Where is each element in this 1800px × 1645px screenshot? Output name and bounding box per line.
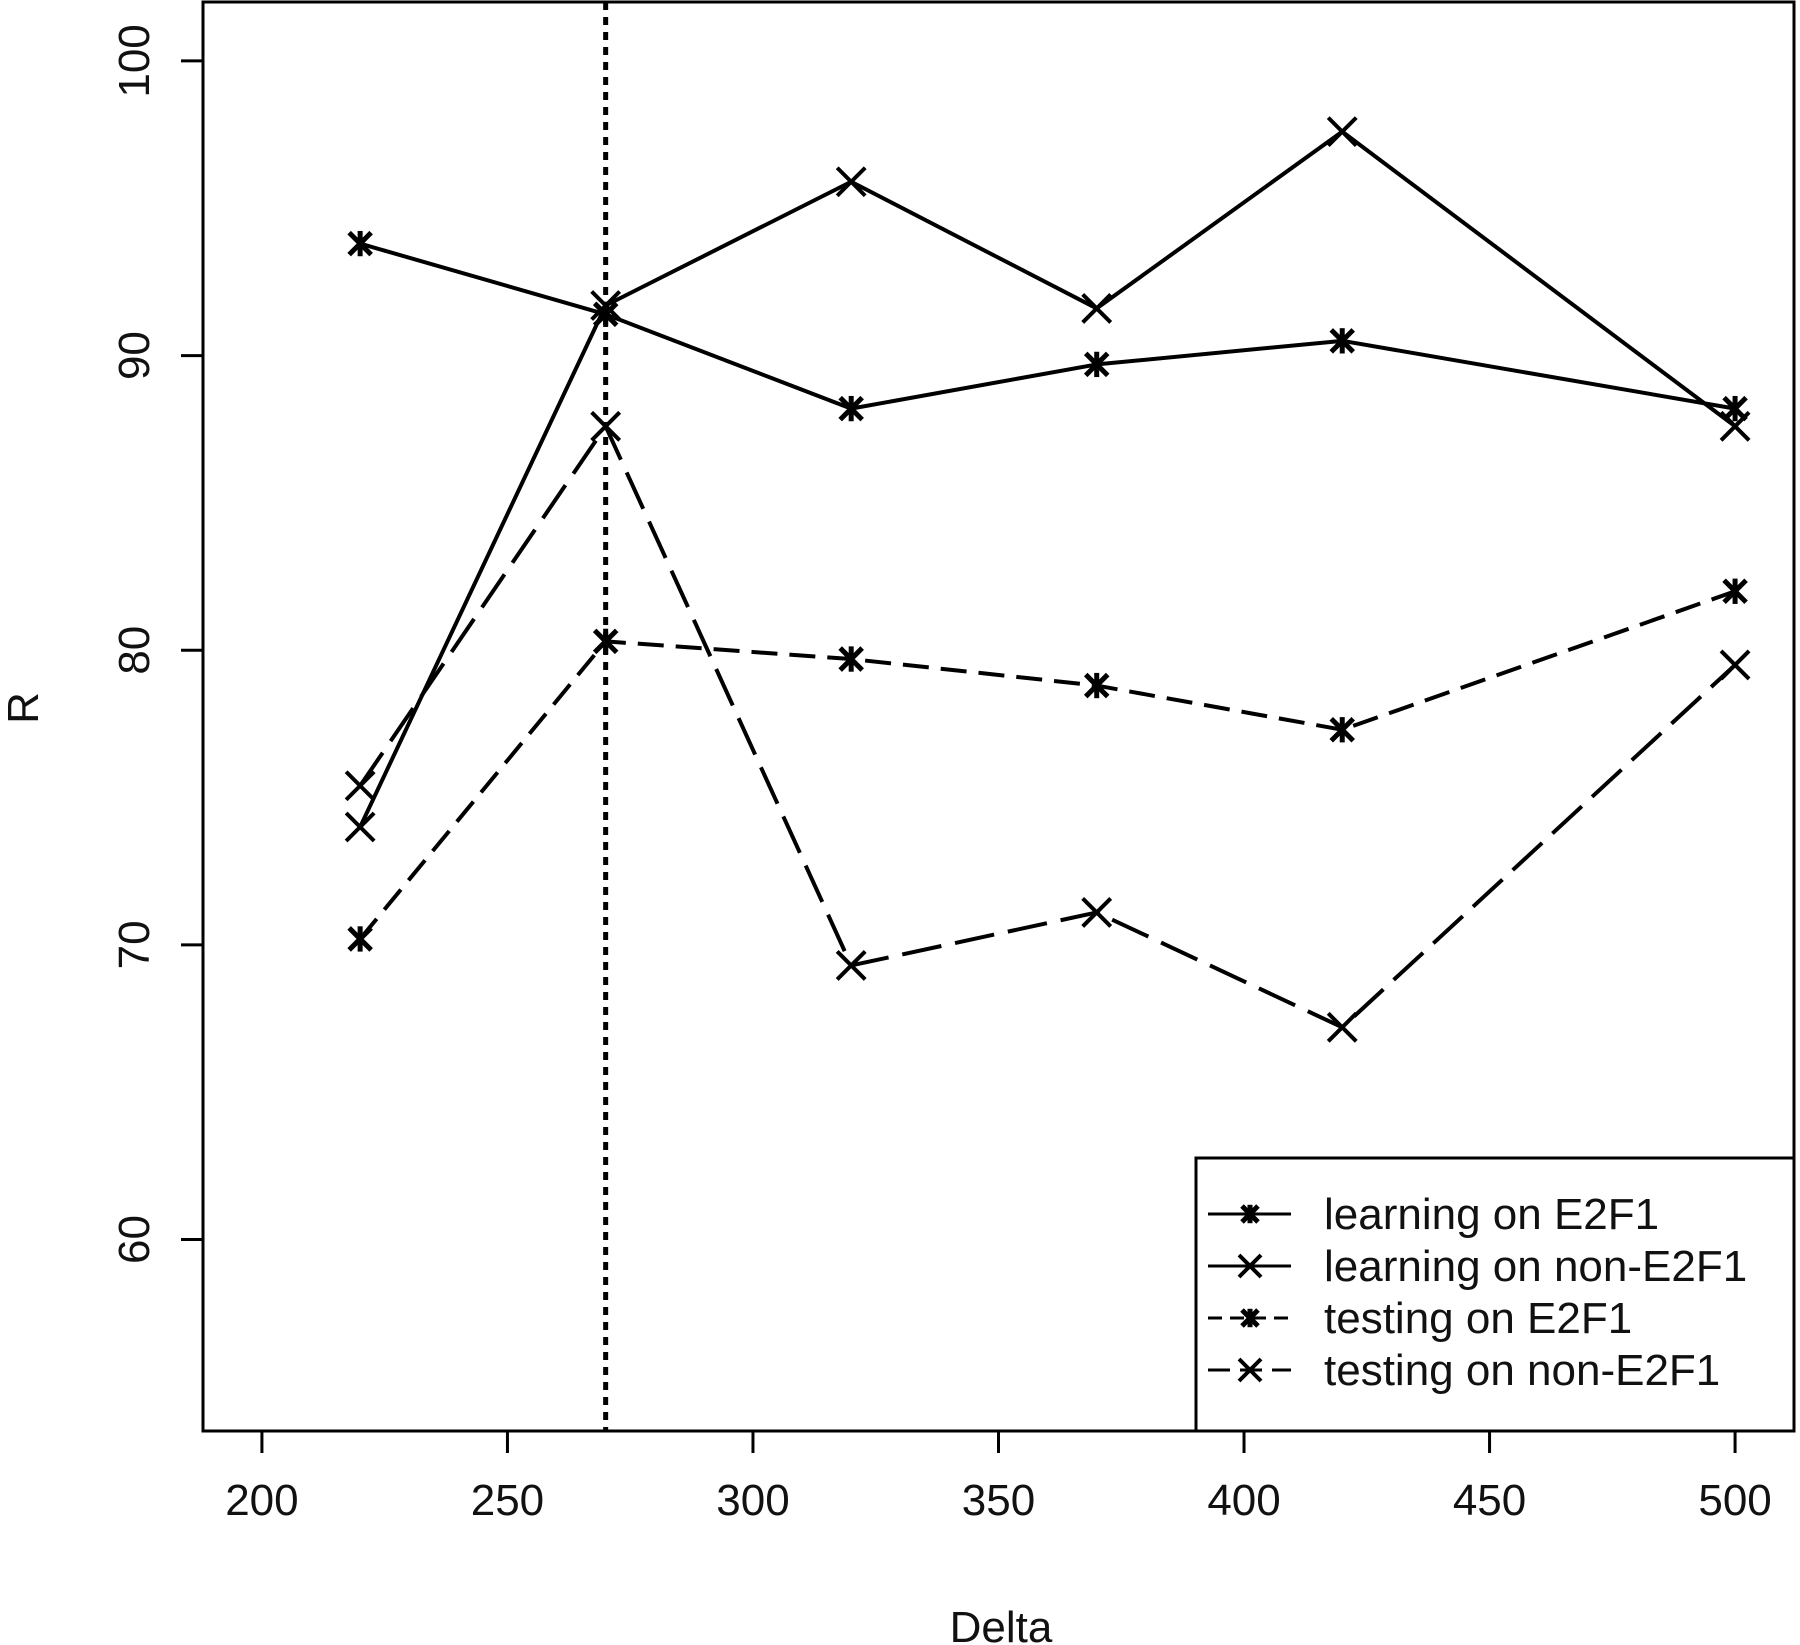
asterisk-marker <box>592 628 619 655</box>
cross-marker <box>1719 649 1751 681</box>
cross-marker <box>1326 116 1358 148</box>
cross-marker <box>590 290 622 321</box>
asterisk-marker <box>1240 1204 1260 1224</box>
asterisk-marker <box>347 926 373 952</box>
x-tick-label: 500 <box>1698 1476 1771 1525</box>
asterisk-marker <box>1722 578 1748 605</box>
series-line-3 <box>358 589 1736 941</box>
cross-marker <box>590 410 622 442</box>
y-tick-label: 100 <box>110 24 159 97</box>
y-tick-label: 70 <box>110 920 159 969</box>
asterisk-marker <box>838 646 864 672</box>
asterisk-marker <box>838 395 864 422</box>
asterisk-marker <box>347 230 373 257</box>
cross-marker <box>1081 897 1113 928</box>
x-tick-label: 350 <box>962 1476 1035 1525</box>
cross-marker <box>1081 293 1113 324</box>
cross-marker <box>1719 410 1751 442</box>
axis-layer: 200 250 300 350 400 450 500 60 70 80 90 100 <box>110 24 1772 1525</box>
cross-marker <box>344 770 376 802</box>
cross-marker <box>835 166 867 198</box>
x-tick-label: 250 <box>471 1476 544 1525</box>
asterisk-marker <box>1083 351 1110 378</box>
x-tick-label: 300 <box>716 1476 789 1525</box>
y-tick-label: 60 <box>110 1215 159 1264</box>
x-tick-label: 200 <box>225 1476 298 1525</box>
legend-label-2: learning on non-E2F1 <box>1324 1242 1747 1291</box>
legend-label-1: learning on E2F1 <box>1324 1190 1659 1239</box>
cross-marker <box>1237 1253 1263 1279</box>
asterisk-marker <box>1083 672 1110 699</box>
legend-box <box>1194 1156 1796 1433</box>
asterisk-marker <box>1722 395 1748 422</box>
series-layer <box>344 116 1751 1043</box>
asterisk-marker <box>1329 716 1356 743</box>
series-line-4 <box>358 424 1737 1030</box>
y-axis-title: R <box>0 692 48 724</box>
cross-marker <box>1326 1011 1358 1043</box>
cross-marker <box>835 950 867 981</box>
legend-label-3: testing on E2F1 <box>1324 1294 1632 1343</box>
y-tick-label: 90 <box>110 331 159 380</box>
x-tick-label: 400 <box>1207 1476 1280 1525</box>
cross-marker <box>344 811 376 843</box>
series-line-2 <box>358 129 1737 828</box>
y-tick-label: 80 <box>110 626 159 675</box>
asterisk-marker <box>1329 328 1356 354</box>
asterisk-marker <box>1240 1308 1260 1328</box>
legend-label-4: testing on non-E2F1 <box>1324 1346 1720 1395</box>
series-line-1 <box>359 241 1736 411</box>
x-tick-label: 450 <box>1453 1476 1526 1525</box>
x-axis-title: Delta <box>950 1603 1053 1645</box>
cross-marker <box>1237 1357 1263 1383</box>
